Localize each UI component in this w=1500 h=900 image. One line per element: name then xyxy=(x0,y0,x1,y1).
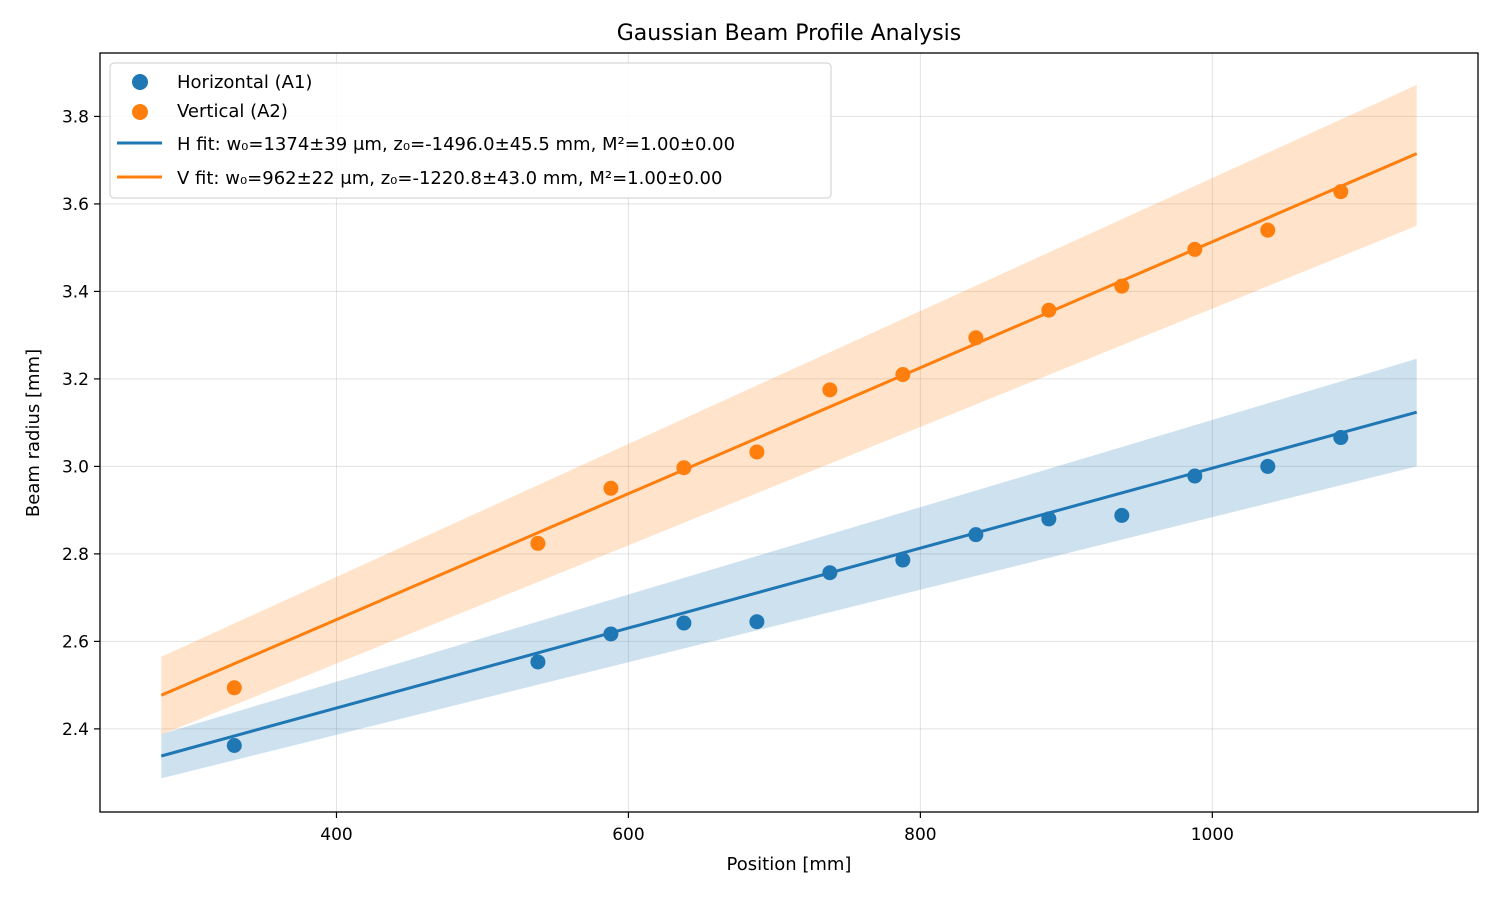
vertical-data-point xyxy=(822,382,838,398)
x-axis-ticks: 400 600 800 1000 xyxy=(320,812,1234,845)
y-tick-label: 2.4 xyxy=(62,720,89,740)
vertical-data-point xyxy=(1187,241,1203,257)
horizontal-data-point xyxy=(1187,468,1203,484)
horizontal-data-point xyxy=(1260,458,1276,474)
x-tick-label: 600 xyxy=(612,825,644,845)
x-axis-label: Position [mm] xyxy=(727,854,852,875)
grid-layer xyxy=(100,53,1478,812)
x-tick-label: 800 xyxy=(904,825,936,845)
horizontal-data-point xyxy=(1114,507,1130,523)
horizontal-data-point xyxy=(676,615,692,631)
vertical-data-point xyxy=(603,480,619,496)
legend-label-horizontal: Horizontal (A1) xyxy=(177,72,312,93)
plot-frame xyxy=(99,52,1479,813)
y-tick-label: 3.2 xyxy=(62,370,89,390)
y-tick-label: 3.0 xyxy=(62,457,89,477)
horizontal-data-point xyxy=(1333,430,1349,446)
fit-band-vertical xyxy=(161,84,1417,735)
chart-title: Gaussian Beam Profile Analysis xyxy=(617,21,962,46)
fit-line-vertical xyxy=(160,152,1418,697)
x-tick-label: 1000 xyxy=(1191,825,1234,845)
legend-label-vertical: Vertical (A2) xyxy=(177,101,288,122)
vertical-data-point xyxy=(1260,222,1276,238)
y-tick-label: 2.8 xyxy=(62,545,89,565)
horizontal-data-point xyxy=(749,614,765,630)
legend-marker-horizontal xyxy=(132,74,148,90)
y-tick-label: 3.8 xyxy=(62,107,89,127)
vertical-data-point xyxy=(1114,278,1130,294)
confidence-bands xyxy=(161,84,1417,779)
horizontal-data-point xyxy=(1041,511,1057,527)
horizontal-data-point xyxy=(530,654,546,670)
legend-label-h-fit: H fit: w₀=1374±39 μm, z₀=-1496.0±45.5 mm… xyxy=(177,134,735,155)
y-axis-ticks: 2.4 2.6 2.8 3.0 3.2 3.4 3.6 3.8 xyxy=(62,107,100,740)
vertical-data-point xyxy=(1333,184,1349,200)
fit-lines xyxy=(160,152,1418,758)
y-tick-label: 3.6 xyxy=(62,195,89,215)
fit-line-horizontal xyxy=(160,410,1418,758)
horizontal-data-point xyxy=(968,527,984,543)
horizontal-data-point xyxy=(895,552,911,568)
vertical-data-point xyxy=(968,330,984,346)
vertical-data-point xyxy=(895,367,911,383)
horizontal-data-point xyxy=(226,738,242,754)
legend-marker-vertical xyxy=(132,104,148,120)
horizontal-data-point xyxy=(822,565,838,581)
vertical-data-point xyxy=(1041,302,1057,318)
legend-label-v-fit: V fit: w₀=962±22 μm, z₀=-1220.8±43.0 mm,… xyxy=(177,168,722,189)
y-tick-label: 2.6 xyxy=(62,632,89,652)
data-points xyxy=(226,184,1349,754)
vertical-data-point xyxy=(226,680,242,696)
horizontal-data-point xyxy=(603,626,619,642)
y-axis-label: Beam radius [mm] xyxy=(23,349,44,517)
vertical-data-point xyxy=(749,444,765,460)
y-tick-label: 3.4 xyxy=(62,282,89,302)
vertical-data-point xyxy=(676,460,692,476)
fit-band-horizontal xyxy=(161,358,1417,779)
x-tick-label: 400 xyxy=(320,825,352,845)
legend: Horizontal (A1) Vertical (A2) H fit: w₀=… xyxy=(109,62,832,199)
legend-box xyxy=(109,62,832,199)
vertical-data-point xyxy=(530,535,546,551)
